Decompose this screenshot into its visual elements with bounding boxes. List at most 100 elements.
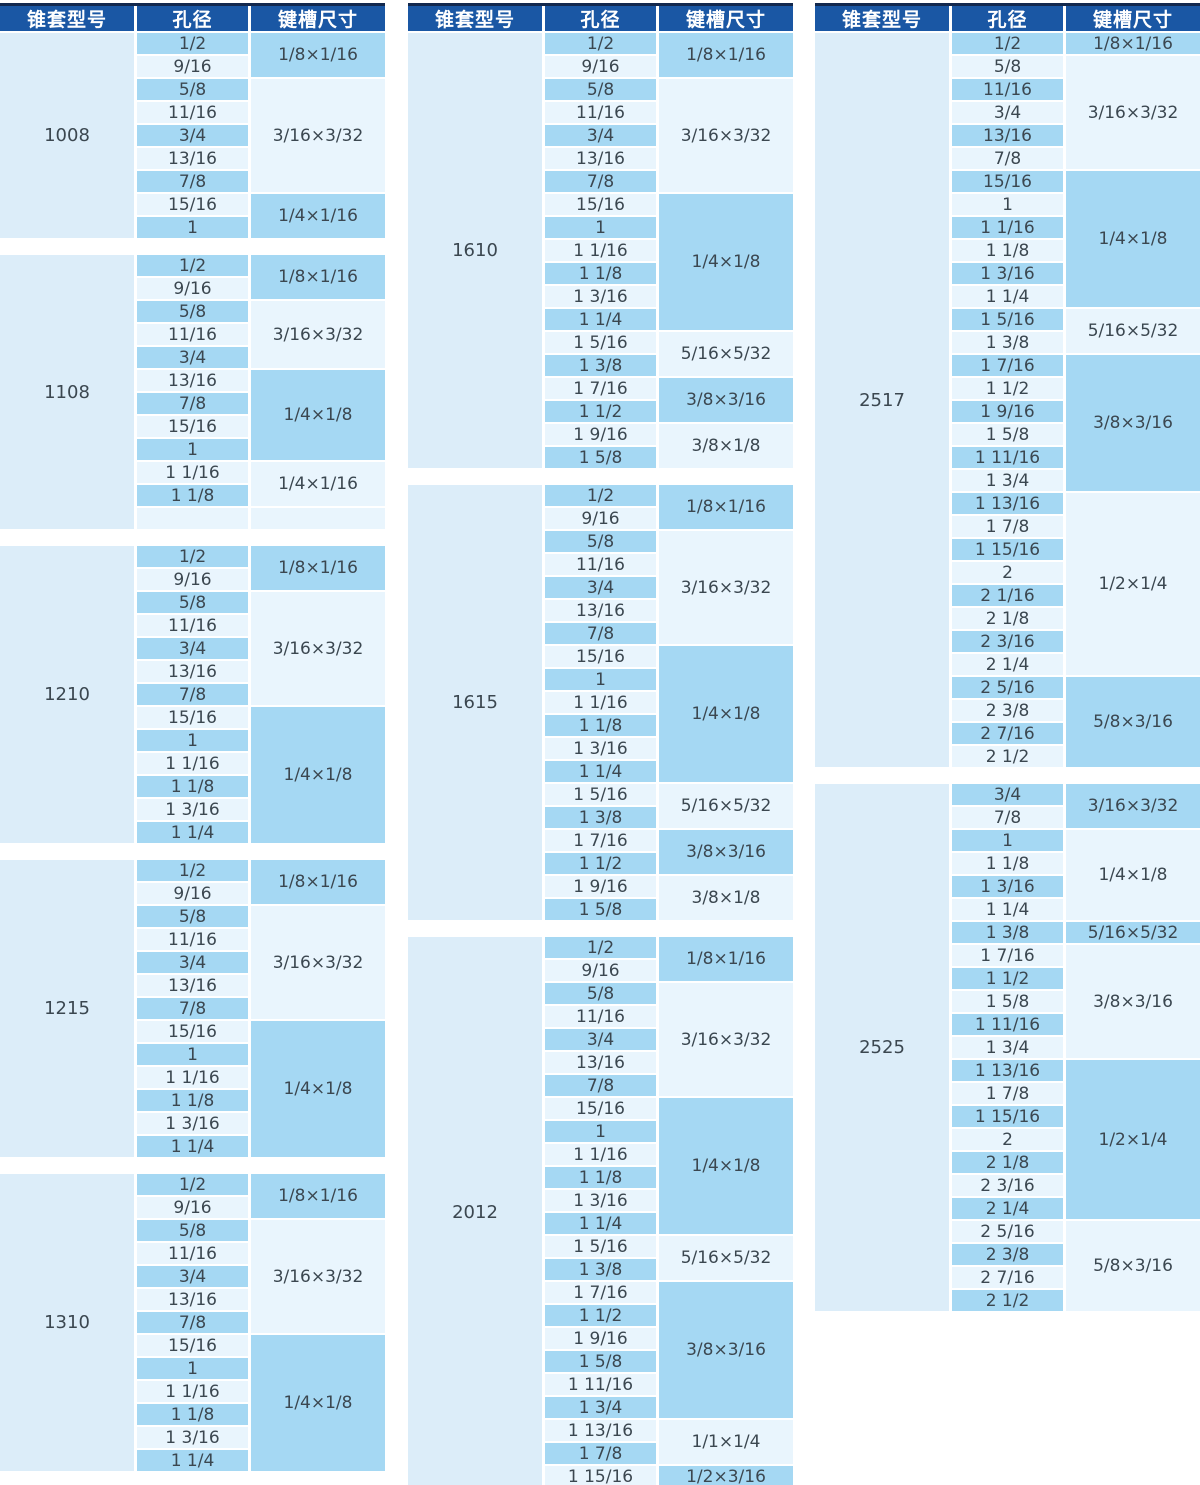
bore-cell: 2 (952, 562, 1063, 583)
bore-cell: 13/16 (137, 370, 248, 391)
model-group-2517: 2517 1/8×1/16 1/2 3/16×3/32 5/8 11/16 3/4 13/16… (815, 33, 1200, 767)
bore-cell: 1 3/4 (952, 1037, 1063, 1058)
bore-cell: 1 1/4 (545, 761, 656, 782)
bore-cell: 1 1/8 (137, 776, 248, 797)
bore-cell: 3/4 (952, 784, 1063, 805)
bore-cell: 11/16 (137, 615, 248, 636)
header-model: 锥套型号 (408, 6, 542, 31)
bore-cell: 1 3/8 (545, 807, 656, 828)
bore-cell: 9/16 (545, 508, 656, 529)
bore-cell: 1 7/8 (952, 1083, 1063, 1104)
keyway-cell: 1/2×1/4 (1066, 1060, 1200, 1219)
bore-cell: 1 1/8 (137, 1404, 248, 1425)
model-group-2012: 2012 1/8×1/16 1/2 9/16 3/16×3/32 5/8 11/16 3/4 1… (408, 937, 793, 1485)
bore-cell: 2 3/16 (952, 1175, 1063, 1196)
bore-cell: 1 1/16 (952, 217, 1063, 238)
model-group-1210: 1210 1/8×1/16 1/2 9/16 3/16×3/32 5/8 11/16 3/4 1… (0, 546, 385, 843)
bore-cell: 2 1/4 (952, 654, 1063, 675)
bore-cell: 7/8 (137, 393, 248, 414)
keyway-cell: 3/8×1/8 (659, 424, 793, 468)
bore-cell: 9/16 (137, 56, 248, 77)
bore-cell: 1/2 (137, 1174, 248, 1195)
bore-cell: 2 1/8 (952, 608, 1063, 629)
bore-cell: 1/2 (137, 546, 248, 567)
table-column-3: 锥套型号 孔径 键槽尺寸 2517 1/8×1/16 1/2 3/16×3/32 5/8… (815, 0, 1200, 1328)
bore-cell: 5/8 (137, 1220, 248, 1241)
keyway-cell: 3/16×3/32 (659, 983, 793, 1096)
bore-cell: 15/16 (545, 194, 656, 215)
bore-cell: 11/16 (137, 929, 248, 950)
bore-cell: 1 1/4 (137, 1136, 248, 1157)
bore-cell: 7/8 (545, 1075, 656, 1096)
bore-cell: 1 1/4 (952, 286, 1063, 307)
bore-cell: 3/4 (545, 125, 656, 146)
bore-cell: 3/4 (137, 347, 248, 368)
bore-cell: 5/8 (137, 301, 248, 322)
keyway-cell: 5/16×5/32 (1066, 309, 1200, 353)
bore-cell: 2 1/16 (952, 585, 1063, 606)
bore-cell: 1 (137, 217, 248, 238)
bore-cell: 1 5/8 (545, 899, 656, 920)
bore-cell: 13/16 (137, 148, 248, 169)
bore-cell: 1 3/8 (545, 1259, 656, 1280)
bore-cell: 1 3/16 (137, 799, 248, 820)
keyway-cell: 3/16×3/32 (1066, 784, 1200, 828)
bore-cell: 2 5/16 (952, 1221, 1063, 1242)
model-cell: 1615 (408, 485, 542, 920)
model-cell: 2525 (815, 784, 949, 1311)
bore-cell: 1 1/16 (545, 692, 656, 713)
bore-cell: 1 1/16 (137, 753, 248, 774)
bore-cell: 1 5/16 (545, 784, 656, 805)
bore-cell: 2 3/16 (952, 631, 1063, 652)
bore-cell: 1 1/16 (137, 1067, 248, 1088)
bore-cell: 1 3/4 (952, 470, 1063, 491)
bore-cell: 5/8 (545, 983, 656, 1004)
header-bore: 孔径 (545, 6, 656, 31)
header-keyway: 键槽尺寸 (251, 6, 385, 31)
header-model: 锥套型号 (0, 6, 134, 31)
bore-cell: 1 5/8 (952, 424, 1063, 445)
table-header: 锥套型号 孔径 键槽尺寸 (0, 3, 385, 31)
model-cell: 1215 (0, 860, 134, 1157)
keyway-cell (251, 508, 385, 529)
keyway-cell: 1/8×1/16 (251, 860, 385, 904)
bore-cell: 11/16 (545, 1006, 656, 1027)
bore-cell: 2 7/16 (952, 723, 1063, 744)
bore-cell: 1 3/16 (137, 1113, 248, 1134)
keyway-cell: 1/4×1/16 (251, 462, 385, 506)
bore-cell: 15/16 (545, 646, 656, 667)
bore-cell: 2 1/4 (952, 1198, 1063, 1219)
bore-cell: 1/2 (137, 255, 248, 276)
bore-cell: 1 3/16 (952, 263, 1063, 284)
keyway-cell: 3/8×3/16 (659, 378, 793, 422)
model-group-1008: 1008 1/8×1/16 1/2 9/16 3/16×3/32 5/8 11/16 3/4 1… (0, 33, 385, 238)
bore-cell: 1 1/2 (952, 968, 1063, 989)
keyway-cell: 3/8×3/16 (1066, 945, 1200, 1058)
bore-cell: 1 15/16 (545, 1466, 656, 1485)
bore-cell: 1 (137, 1358, 248, 1379)
bore-cell: 9/16 (137, 278, 248, 299)
bore-cell: 7/8 (952, 148, 1063, 169)
bore-cell: 13/16 (137, 975, 248, 996)
keyway-cell: 3/8×1/8 (659, 876, 793, 920)
bore-cell: 3/4 (952, 102, 1063, 123)
bore-cell: 1 (545, 669, 656, 690)
header-keyway: 键槽尺寸 (659, 6, 793, 31)
bore-cell: 1 9/16 (545, 1328, 656, 1349)
bore-cell: 1/2 (545, 33, 656, 54)
bore-cell: 1 3/8 (545, 355, 656, 376)
header-model: 锥套型号 (815, 6, 949, 31)
bore-cell: 1 7/8 (545, 1443, 656, 1464)
bore-cell: 1 13/16 (545, 1420, 656, 1441)
keyway-cell: 1/8×1/16 (251, 33, 385, 77)
model-group-2525: 2525 3/16×3/32 3/4 7/8 1/4×1/8 1 1 1/8 1 3/16 1 … (815, 784, 1200, 1311)
bore-cell: 1/2 (545, 937, 656, 958)
header-bore: 孔径 (137, 6, 248, 31)
bore-cell: 1 5/8 (545, 1351, 656, 1372)
keyway-cell: 3/16×3/32 (1066, 56, 1200, 169)
bore-cell: 1 11/16 (952, 447, 1063, 468)
bore-cell: 1 (545, 217, 656, 238)
bore-cell: 1 3/4 (545, 1397, 656, 1418)
bore-cell: 13/16 (952, 125, 1063, 146)
bore-cell: 1 15/16 (952, 539, 1063, 560)
